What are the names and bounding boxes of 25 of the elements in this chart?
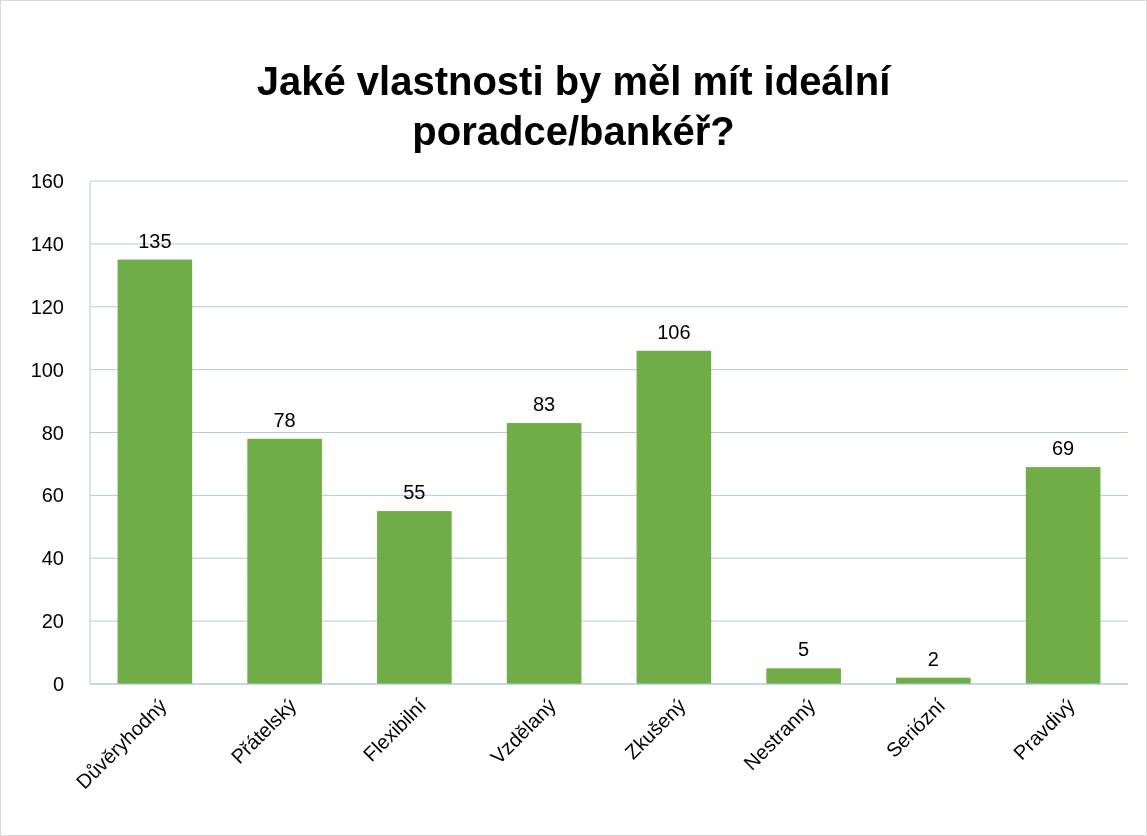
y-tick-label: 60 <box>41 484 64 507</box>
data-label: 69 <box>1052 437 1075 460</box>
bar <box>247 438 322 684</box>
bar <box>766 668 841 684</box>
bar <box>636 350 712 684</box>
y-tick-label: 120 <box>30 295 64 318</box>
y-tick-label: 80 <box>41 421 64 444</box>
y-tick-label: 40 <box>41 547 64 570</box>
data-label: 83 <box>533 393 556 416</box>
data-label: 2 <box>927 647 939 670</box>
data-label: 55 <box>403 481 426 504</box>
data-label: 78 <box>273 408 296 431</box>
bar <box>117 259 193 684</box>
y-tick-label: 160 <box>30 170 64 192</box>
bar <box>506 423 582 684</box>
y-tick-label: 140 <box>30 232 64 255</box>
y-tick-label: 100 <box>30 358 64 381</box>
y-tick-label: 0 <box>52 673 64 695</box>
data-label: 106 <box>657 320 691 343</box>
bar <box>1025 467 1101 684</box>
data-label: 135 <box>138 229 172 252</box>
y-tick-label: 20 <box>41 610 64 633</box>
bar <box>377 511 452 684</box>
data-label: 5 <box>798 638 810 661</box>
chart-title: Jaké vlastnosti by měl mít ideální poradce/bankéř? <box>256 59 893 153</box>
